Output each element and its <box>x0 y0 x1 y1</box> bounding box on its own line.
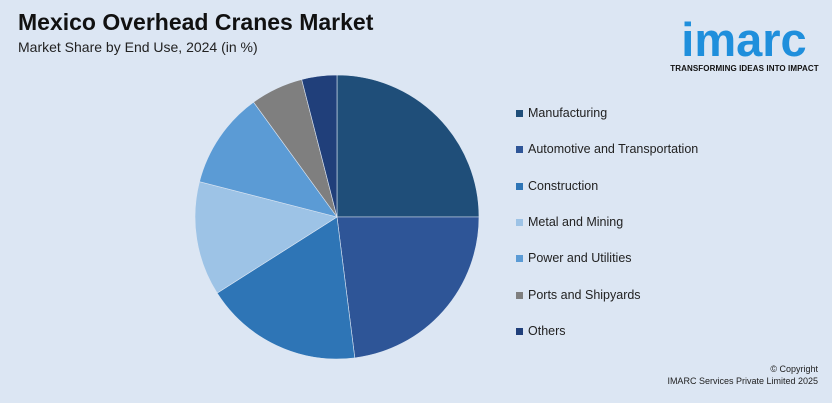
legend-swatch <box>516 218 523 226</box>
pie-slice-power-and-utilities <box>199 101 338 218</box>
legend-label: Automotive and Transportation <box>528 142 699 157</box>
legend-label: Ports and Shipyards <box>528 287 641 302</box>
legend-label: Others <box>528 323 566 338</box>
copyright-owner: IMARC Services Private Limited 2025 <box>667 376 818 386</box>
copyright-notice: © Copyright IMARC Services Private Limit… <box>667 363 818 387</box>
legend-swatch <box>516 327 523 335</box>
chart-title: Mexico Overhead Cranes Market <box>18 9 374 35</box>
pie-slice-metal-and-mining <box>194 181 338 294</box>
legend-swatch <box>516 255 523 263</box>
imarc-logo: imarc TRANSFORMING IDEAS INTO IMPACT <box>663 6 826 76</box>
pie-slice-others <box>301 74 338 218</box>
legend-swatch <box>516 110 523 117</box>
legend-swatch <box>516 146 523 154</box>
legend-label: Construction <box>528 178 599 193</box>
logo-tagline: TRANSFORMING IDEAS INTO IMPACT <box>670 64 819 73</box>
legend-swatch <box>516 182 523 190</box>
legend-label: Power and Utilities <box>528 251 632 266</box>
pie-slice-manufacturing <box>336 74 480 218</box>
pie-slice-automotive-and-transportation <box>336 216 480 359</box>
legend-swatch <box>516 291 523 299</box>
legend-label: Metal and Mining <box>528 214 624 229</box>
pie-slice-construction <box>216 216 356 360</box>
copyright-line: © Copyright <box>770 364 818 374</box>
legend-label: Manufacturing <box>528 106 608 120</box>
logo-wordmark: imarc <box>681 13 807 66</box>
chart-subtitle: Market Share by End Use, 2024 (in %) <box>18 39 258 55</box>
